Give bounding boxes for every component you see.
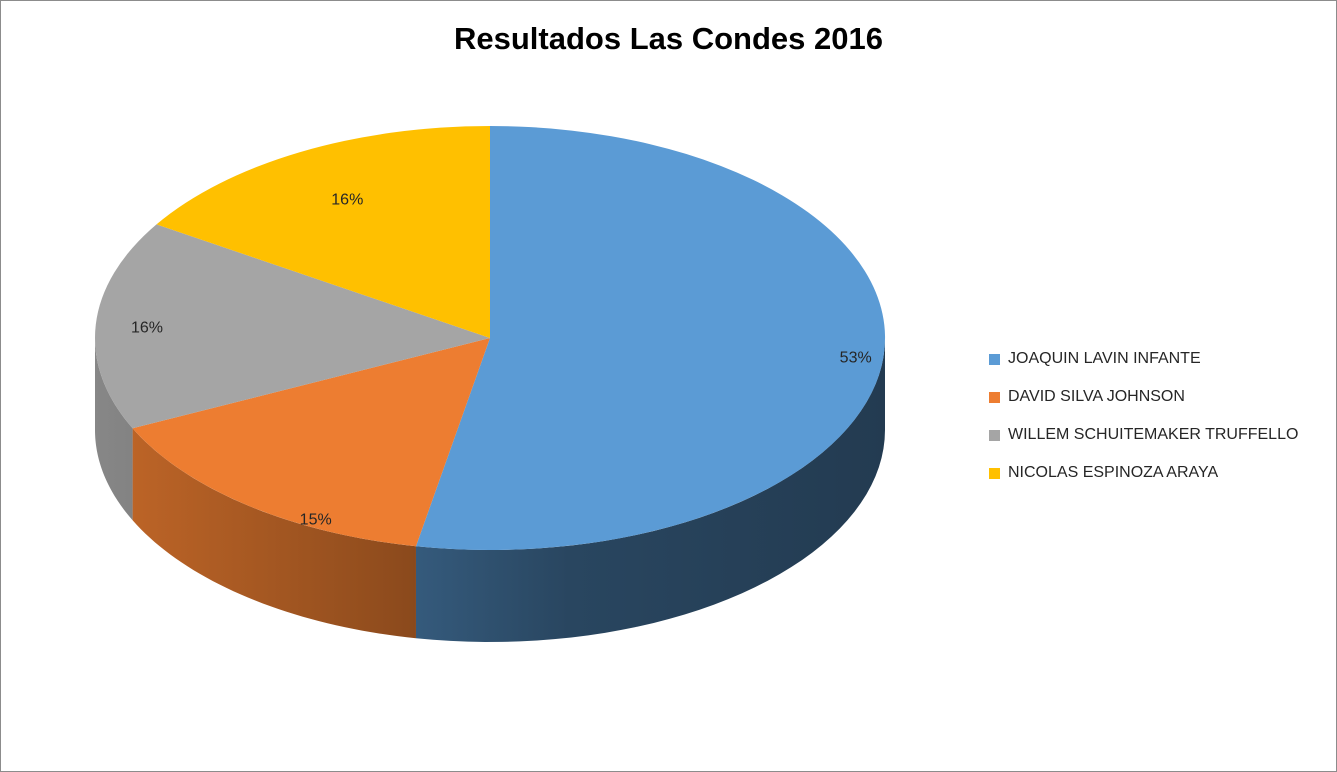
slice-david-silva-johnson[interactable] bbox=[132, 338, 490, 547]
legend-item-willem-schuitemaker-truffello[interactable]: WILLEM SCHUITEMAKER TRUFFELLO bbox=[989, 426, 1298, 464]
legend-label: NICOLAS ESPINOZA ARAYA bbox=[1008, 464, 1219, 481]
legend-item-nicolas-espinoza-araya[interactable]: NICOLAS ESPINOZA ARAYA bbox=[989, 464, 1298, 502]
slice-willem-schuitemaker-truffello[interactable] bbox=[94, 224, 490, 429]
legend: JOAQUIN LAVIN INFANTE DAVID SILVA JOHNSON… bbox=[989, 350, 1298, 502]
data-label-nicolas-espinoza-araya: 16% bbox=[331, 192, 363, 209]
legend-label: JOAQUIN LAVIN INFANTE bbox=[1008, 350, 1201, 367]
slice-side-joaquin-lavin-infante bbox=[415, 338, 885, 642]
legend-item-david-silva-johnson[interactable]: DAVID SILVA JOHNSON bbox=[989, 388, 1298, 426]
legend-item-joaquin-lavin-infante[interactable]: JOAQUIN LAVIN INFANTE bbox=[989, 350, 1298, 388]
legend-swatch bbox=[989, 354, 1000, 365]
slice-nicolas-espinoza-araya[interactable] bbox=[156, 126, 491, 338]
slice-side-willem-schuitemaker-truffello bbox=[95, 338, 133, 521]
legend-swatch bbox=[989, 392, 1000, 403]
legend-label: WILLEM SCHUITEMAKER TRUFFELLO bbox=[1008, 426, 1299, 443]
slice-side-david-silva-johnson bbox=[132, 428, 416, 639]
data-label-david-silva-johnson: 15% bbox=[300, 512, 332, 529]
data-label-joaquin-lavin-infante: 53% bbox=[840, 350, 872, 367]
legend-label: DAVID SILVA JOHNSON bbox=[1008, 388, 1185, 405]
slice-joaquin-lavin-infante[interactable] bbox=[415, 126, 886, 550]
chart-title: Resultados Las Condes 2016 bbox=[454, 21, 883, 56]
data-label-willem-schuitemaker-truffello: 16% bbox=[131, 319, 163, 336]
legend-swatch bbox=[989, 468, 1000, 479]
legend-swatch bbox=[989, 430, 1000, 441]
